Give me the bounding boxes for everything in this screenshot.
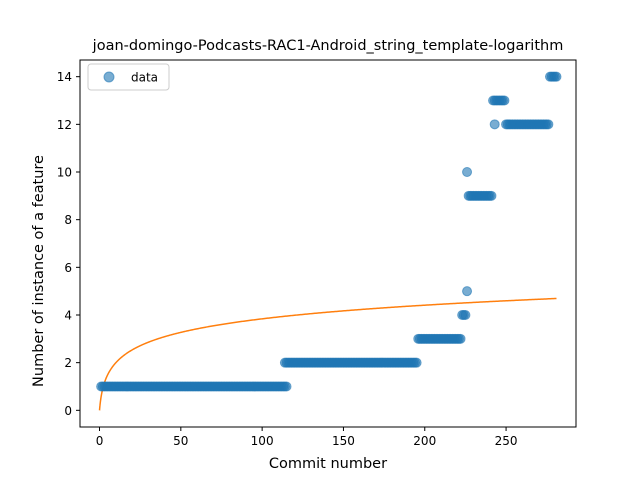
data-point bbox=[281, 381, 292, 392]
y-tick-label: 14 bbox=[57, 70, 72, 84]
x-tick-label: 150 bbox=[332, 434, 355, 448]
data-point bbox=[462, 167, 473, 178]
plot-area bbox=[80, 60, 576, 427]
chart-title: joan-domingo-Podcasts-RAC1-Android_strin… bbox=[92, 38, 564, 54]
legend: data bbox=[87, 63, 170, 91]
data-point bbox=[460, 309, 471, 320]
y-tick-label: 10 bbox=[57, 166, 72, 180]
axes-layer: 0 50 100 150 200 250 0 2 4 6 8 10 12 14 bbox=[57, 59, 577, 448]
data-point bbox=[551, 71, 562, 82]
x-tick-label: 100 bbox=[251, 434, 274, 448]
data-point bbox=[486, 190, 497, 201]
y-tick-label: 8 bbox=[64, 213, 72, 227]
data-points-layer bbox=[96, 71, 562, 392]
x-tick-label: 0 bbox=[96, 434, 104, 448]
y-tick-label: 12 bbox=[57, 118, 72, 132]
data-point bbox=[455, 333, 466, 344]
fit-line bbox=[98, 297, 557, 411]
x-tick-label: 200 bbox=[413, 434, 436, 448]
x-tick-label: 250 bbox=[495, 434, 518, 448]
fit-line-layer bbox=[98, 297, 557, 411]
y-tick-label: 2 bbox=[64, 356, 72, 370]
x-axis-label: Commit number bbox=[269, 456, 387, 472]
data-point bbox=[411, 357, 422, 368]
legend-label: data bbox=[131, 71, 158, 85]
data-point bbox=[499, 95, 510, 106]
y-axis-label: Number of instance of a feature bbox=[31, 155, 47, 387]
x-tick-label: 50 bbox=[173, 434, 188, 448]
plot-background bbox=[80, 60, 576, 427]
plot-frame bbox=[79, 59, 577, 428]
y-tick-label: 6 bbox=[64, 261, 72, 275]
data-point bbox=[489, 119, 500, 130]
legend-marker bbox=[103, 71, 115, 83]
legend-box bbox=[87, 63, 170, 91]
y-tick-label: 0 bbox=[64, 404, 72, 418]
data-point bbox=[543, 119, 554, 130]
data-point bbox=[462, 286, 473, 297]
y-tick-label: 4 bbox=[64, 308, 72, 322]
